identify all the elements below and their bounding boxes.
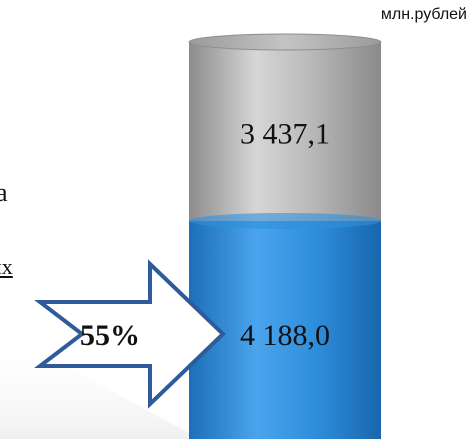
background-text-fragment: их (0, 254, 13, 279)
background-text-fragment: а (0, 178, 8, 207)
data-label-bottom: 4 188,0 (240, 319, 330, 352)
bar-segment-top (189, 42, 381, 221)
cylinder-top-cap (188, 33, 382, 51)
share-arrow (34, 259, 226, 409)
segment-seam (189, 212, 381, 229)
unit-label: млн.рублей (380, 6, 467, 23)
share-percentage-label: 55% (80, 319, 140, 352)
data-label-top: 3 437,1 (240, 117, 330, 150)
